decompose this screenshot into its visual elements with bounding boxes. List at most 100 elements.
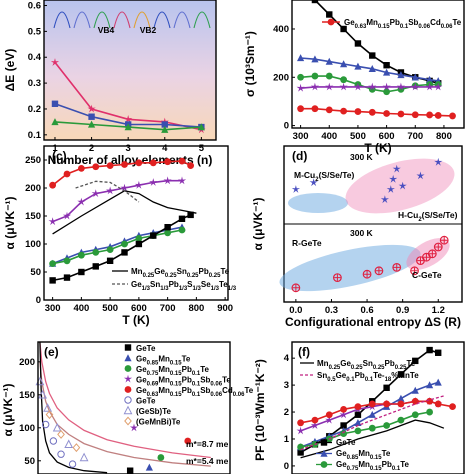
panel-b-series-2-point-6 — [383, 88, 390, 96]
panel-d-lower-point-10 — [439, 235, 449, 245]
panel-d-xtick-label-2: 0.6 — [360, 305, 373, 316]
panel-a-annotation-vb4: VB4 — [98, 25, 115, 35]
panel-f-series-0-point-6 — [383, 384, 390, 391]
panel-f-series-5-line — [300, 419, 445, 459]
panel-d-lower-point-4 — [392, 263, 402, 272]
panel-b-series-2-point-2 — [325, 72, 333, 80]
panel-f-series-4-point-3 — [340, 430, 347, 437]
panel-d-lower-point-6 — [416, 256, 425, 266]
panel-c-series-0-point-7 — [149, 159, 157, 167]
panel-f-series-1-point-7 — [397, 394, 405, 402]
panel-d-annotation-r-gete: R-GeTe — [292, 238, 322, 248]
panel-d-upper-point-8 — [434, 157, 443, 166]
panel-e-group-5-point-2 — [57, 450, 65, 458]
panel-c-series-1-point-3 — [91, 189, 100, 198]
panel-f-series-1-point-8 — [411, 386, 419, 394]
panel-a: VB4 VB2 1 2 3 4 5 0.1 0.2 0.3 0.4 0.5 0.6 Number of a… — [3, 0, 217, 167]
panel-b-ylabel: σ (10³Sm⁻¹) — [243, 31, 257, 97]
panel-e: (e) GeTe Ge0.85Mn0.15TeGe0.75Mn0.15Pb0.1Te… — [1, 341, 254, 474]
panel-f-ytick-label-3: 3 — [284, 380, 289, 391]
panel-c-series-1-point-7 — [149, 178, 158, 186]
panel-d-annotation-c-gete: C-GeTe — [412, 270, 442, 280]
panel-b-series-0-point-3 — [354, 40, 362, 47]
panel-e-annotation-m87: m*=8.7 me — [186, 439, 229, 449]
panel-d-lower-point-0-cross — [292, 284, 300, 291]
panel-f-series-1-point-4 — [354, 419, 362, 427]
panel-e-legend-marker-5 — [124, 396, 132, 404]
panel-e-group-4-point-0 — [184, 437, 192, 445]
panel-f-series-3-point-1 — [311, 416, 319, 424]
panel-f-ytick-label-2: 2 — [284, 407, 289, 418]
panel-c-series-4-point-3 — [92, 263, 99, 270]
panel-d-lower-point-7-cross — [423, 254, 430, 261]
panel-d-lower-point-6-cross — [417, 257, 424, 264]
panel-b-series-3-point-2 — [325, 82, 334, 91]
panel-e-group-6-point-3 — [52, 422, 62, 432]
panel-f-series-0-point-8 — [412, 357, 419, 365]
panel-b-series-1-line — [300, 57, 439, 82]
panel-c-series-4-point-1 — [63, 274, 71, 281]
panel-d-xtick-label-0: 0.0 — [289, 305, 302, 316]
panel-f-series-0-point-9 — [426, 346, 433, 354]
panel-f-legend-label-2: GeTe — [336, 438, 356, 447]
panel-a-band-curve-5 — [153, 11, 171, 29]
panel-f-series-1-point-10 — [434, 378, 442, 386]
panel-b: Ge0.63Mn0.15Pb0.1Sb0.06Cd0.06Te 300 400 500… — [243, 0, 465, 155]
panel-f-ytick-label-4: 4 — [284, 353, 290, 364]
panel-e-legend-marker-6 — [123, 405, 133, 415]
panel-e-group-1-point-0 — [145, 463, 153, 471]
panel-c-xtick-label-0: 300 — [45, 303, 61, 314]
panel-e-group-6-point-5 — [79, 452, 89, 462]
panel-c-series-3-point-8 — [164, 229, 172, 237]
panel-c-series-1-point-4 — [106, 186, 115, 195]
panel-d-xtick-label-4: 1.2 — [432, 305, 445, 316]
panel-c-series-1-point-6 — [134, 180, 143, 189]
panel-b-series-4-point-9 — [426, 111, 433, 119]
panel-d-lower-point-2-cross — [363, 271, 371, 278]
panel-e-legend-label-1: Ge0.85Mn0.15Te — [136, 355, 191, 367]
panel-c-series-3-point-6 — [135, 235, 143, 242]
panel-f-tag: (f) — [298, 345, 310, 359]
panel-c-series-6-line — [75, 180, 140, 203]
panel-a-series-0-point-1 — [87, 104, 96, 113]
panel-d-upper-point-4 — [389, 174, 398, 183]
panel-d-lower-point-9-cross — [435, 243, 442, 251]
panel-c-series-0-point-3 — [92, 163, 100, 171]
panel-b-series-4-point-8 — [411, 111, 419, 119]
panel-e-group-6-point-4 — [64, 439, 74, 448]
panel-d-xtick-label-1: 0.3 — [325, 305, 338, 316]
panel-e-legend-marker-1 — [124, 354, 132, 362]
panel-d-lower-point-2-ring — [362, 269, 372, 279]
panel-d-lower-point-5 — [410, 266, 419, 276]
panel-b-series-4-point-5 — [368, 108, 376, 116]
panel-e-legend-label-2: Ge0.75Mn0.15Pb0.1Te — [136, 365, 209, 377]
panel-c-ytick-label-3: 150 — [25, 211, 41, 222]
panel-c-series-4-point-9 — [178, 215, 186, 222]
panel-f-series-0-point-7 — [397, 371, 405, 378]
panel-c-xtick-label-5: 800 — [188, 303, 204, 314]
panel-a-xtick-label-0: 1 — [52, 143, 58, 154]
panel-b-series-1-point-5 — [368, 65, 376, 73]
panel-b-series-1-point-2 — [325, 57, 333, 65]
panel-e-group-5-point-3 — [68, 460, 77, 468]
panel-e-legend-label-0: GeTe — [136, 344, 156, 353]
panel-c: (c) Mn0.25Ge0.25Sn0.25Pb0.25TeGe1/3Sn1/3P… — [3, 145, 237, 327]
panel-d-upper-point-6 — [398, 181, 407, 190]
panel-d-lower-point-8 — [427, 249, 437, 259]
panel-d-lower-point-1 — [333, 273, 342, 283]
panel-a-band-curve-0 — [53, 11, 71, 29]
panel-a-ytick-label-4: 0.5 — [28, 26, 42, 37]
panel-c-series-1-point-0 — [48, 217, 57, 226]
panel-a-ytick-label-1: 0.2 — [28, 104, 41, 115]
panel-b-series-3-point-6 — [382, 82, 391, 91]
panel-d-xlabel: Configurational entropy ΔS (R) — [285, 315, 461, 329]
panel-b-series-1-point-9 — [426, 75, 434, 83]
panel-c-series-3-point-4 — [106, 246, 114, 254]
panel-a-xtick-label-1: 2 — [89, 143, 94, 154]
panel-f-series-0-point-10 — [435, 349, 442, 356]
panel-b-series-4-point-3 — [340, 107, 347, 115]
panel-f-series-4-point-8 — [411, 411, 419, 419]
panel-b-xtick-label-4: 700 — [407, 131, 423, 142]
panel-f: (f) Mn0.25Ge0.25Sn0.25Pb0.25TeSn0.5Ge0.1P… — [253, 341, 465, 474]
